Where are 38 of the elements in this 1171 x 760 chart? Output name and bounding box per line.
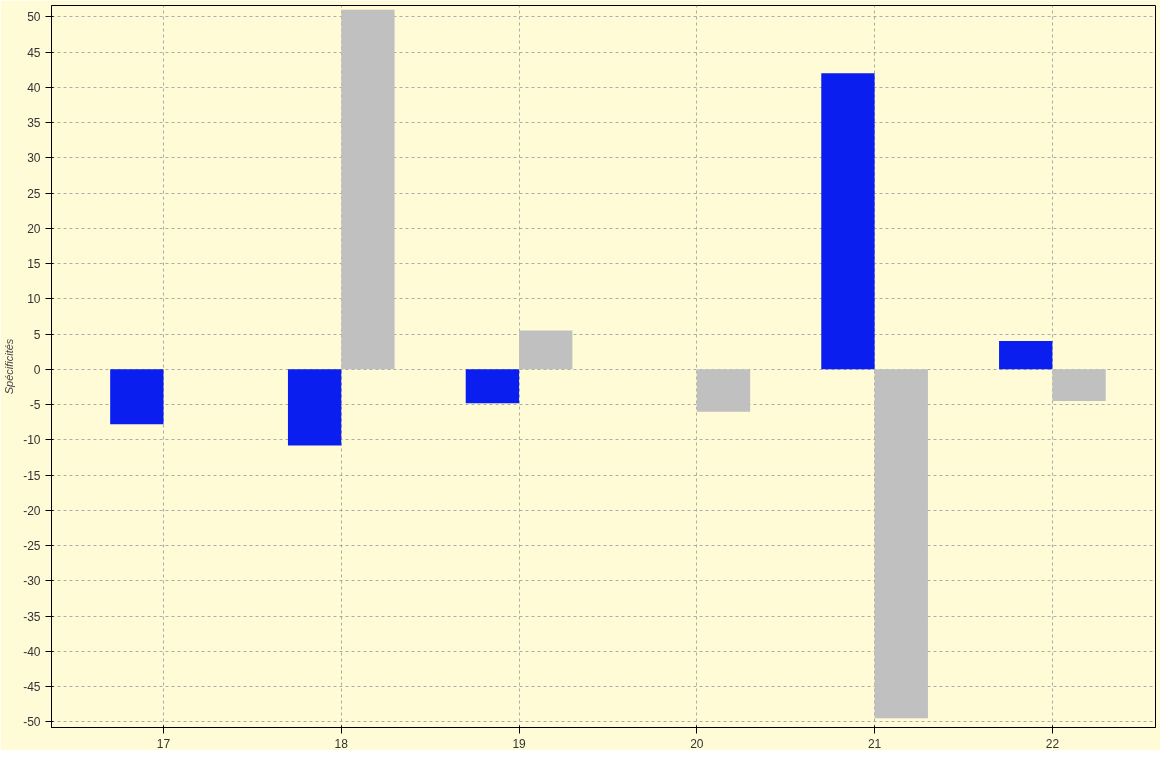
y-tick-label: 20 xyxy=(27,221,41,236)
bar xyxy=(465,369,520,404)
bar xyxy=(874,369,928,719)
y-tick-label: -5 xyxy=(29,398,41,413)
y-tick-label: 45 xyxy=(27,45,41,60)
y-tick-label: -25 xyxy=(23,539,41,554)
bar xyxy=(341,9,395,370)
bar xyxy=(821,73,875,370)
y-tick-label: -15 xyxy=(23,468,41,483)
y-tick-label: 10 xyxy=(27,292,41,307)
y-tick-label: 5 xyxy=(33,327,41,342)
y-tick-label: 40 xyxy=(27,80,41,95)
y-tick-label: -10 xyxy=(23,433,41,448)
y-tick-label: -20 xyxy=(23,503,41,518)
x-tick-label: 21 xyxy=(867,736,882,751)
y-tick-label: 15 xyxy=(27,257,41,272)
bar xyxy=(110,369,164,425)
y-tick-label: -40 xyxy=(23,644,41,659)
bar xyxy=(999,341,1053,370)
y-tick-label: 35 xyxy=(27,116,41,131)
y-tick-label: -30 xyxy=(23,574,41,589)
x-tick-label: 19 xyxy=(512,736,527,751)
y-tick-label: -50 xyxy=(23,715,41,730)
bar xyxy=(1052,369,1106,402)
y-tick-label: 50 xyxy=(27,10,41,25)
x-tick-label: 17 xyxy=(156,736,171,751)
x-tick-label: 18 xyxy=(334,736,349,751)
x-tick-label: 22 xyxy=(1045,736,1060,751)
y-tick-label: -45 xyxy=(23,680,41,695)
y-tick-label: 25 xyxy=(27,186,41,201)
y-tick-label: 0 xyxy=(33,362,41,377)
bar xyxy=(519,330,573,370)
y-tick-label: -35 xyxy=(23,609,41,624)
bar xyxy=(287,369,342,446)
y-axis-title: Spécificités xyxy=(3,338,16,395)
x-tick-label: 20 xyxy=(690,736,704,751)
bar xyxy=(696,369,751,412)
y-tick-label: 30 xyxy=(27,151,41,166)
